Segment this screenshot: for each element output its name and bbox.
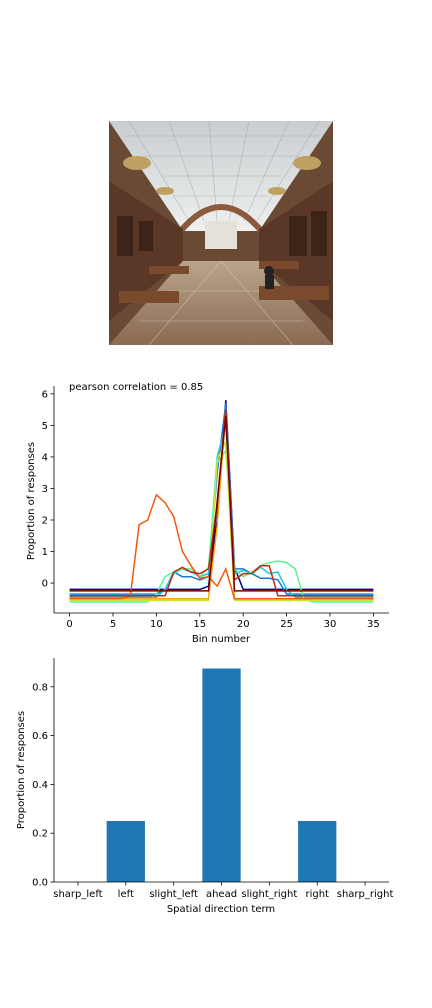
y-tick-label: 1: [42, 547, 48, 558]
line-series-group: [69, 400, 374, 603]
y-axis-label: Proportion of responses: [26, 442, 37, 560]
x-tick-label: sharp_right: [337, 889, 394, 900]
x-tick-label: sharp_left: [53, 889, 102, 900]
bar-right: [298, 820, 337, 882]
y-tick-label: 0.4: [32, 780, 48, 791]
library-reading-room-photo: [109, 121, 333, 345]
y-tick-label: 0.2: [32, 829, 48, 840]
y-tick-label: 3: [42, 484, 48, 495]
bar-ahead: [202, 668, 241, 882]
bar-axes: sharp_left left slight_left ahead slight_rig…: [32, 658, 393, 900]
x-tick-label: 25: [280, 619, 293, 630]
series-line-0: [69, 400, 374, 591]
x-tick-label: 5: [110, 619, 116, 630]
line-chart: pearson correlation = 0.85 0 5 10 15 20 25 30 3…: [26, 382, 389, 645]
x-axis-label: Spatial direction term: [167, 904, 275, 915]
x-tick-label: 30: [324, 619, 337, 630]
series-line-8: [69, 415, 374, 592]
series-line-1: [69, 403, 374, 595]
y-tick-label: 0: [42, 579, 48, 590]
x-tick-label: slight_right: [241, 889, 297, 900]
x-tick-label: slight_left: [149, 889, 198, 900]
x-axis-label: Bin number: [192, 634, 251, 645]
series-line-2: [69, 425, 374, 598]
bar-group: [106, 668, 337, 882]
y-tick-label: 4: [42, 452, 48, 463]
y-axis-label: Proportion of responses: [16, 711, 27, 829]
series-line-6: [69, 493, 374, 600]
x-tick-label: 35: [367, 619, 380, 630]
bar-left: [106, 820, 145, 882]
x-tick-label: 0: [66, 619, 72, 630]
x-tick-label: 15: [193, 619, 206, 630]
line-axes: 0 5 10 15 20 25 30 35 0 1 2 3 4 5 6: [42, 386, 389, 630]
y-tick-label: 0.8: [32, 682, 48, 693]
x-tick-label: right: [305, 889, 329, 900]
x-tick-label: ahead: [206, 889, 237, 900]
y-tick-label: 0.0: [32, 878, 48, 889]
y-tick-label: 0.6: [32, 731, 48, 742]
x-tick-label: 10: [150, 619, 163, 630]
bar-chart: sharp_left left slight_left ahead slight_rig…: [16, 658, 393, 915]
y-tick-label: 6: [42, 389, 48, 400]
x-tick-label: 20: [237, 619, 250, 630]
y-tick-label: 2: [42, 515, 48, 526]
x-tick-label: left: [118, 889, 134, 900]
chart-title: pearson correlation = 0.85: [69, 382, 203, 393]
y-tick-label: 5: [42, 421, 48, 432]
